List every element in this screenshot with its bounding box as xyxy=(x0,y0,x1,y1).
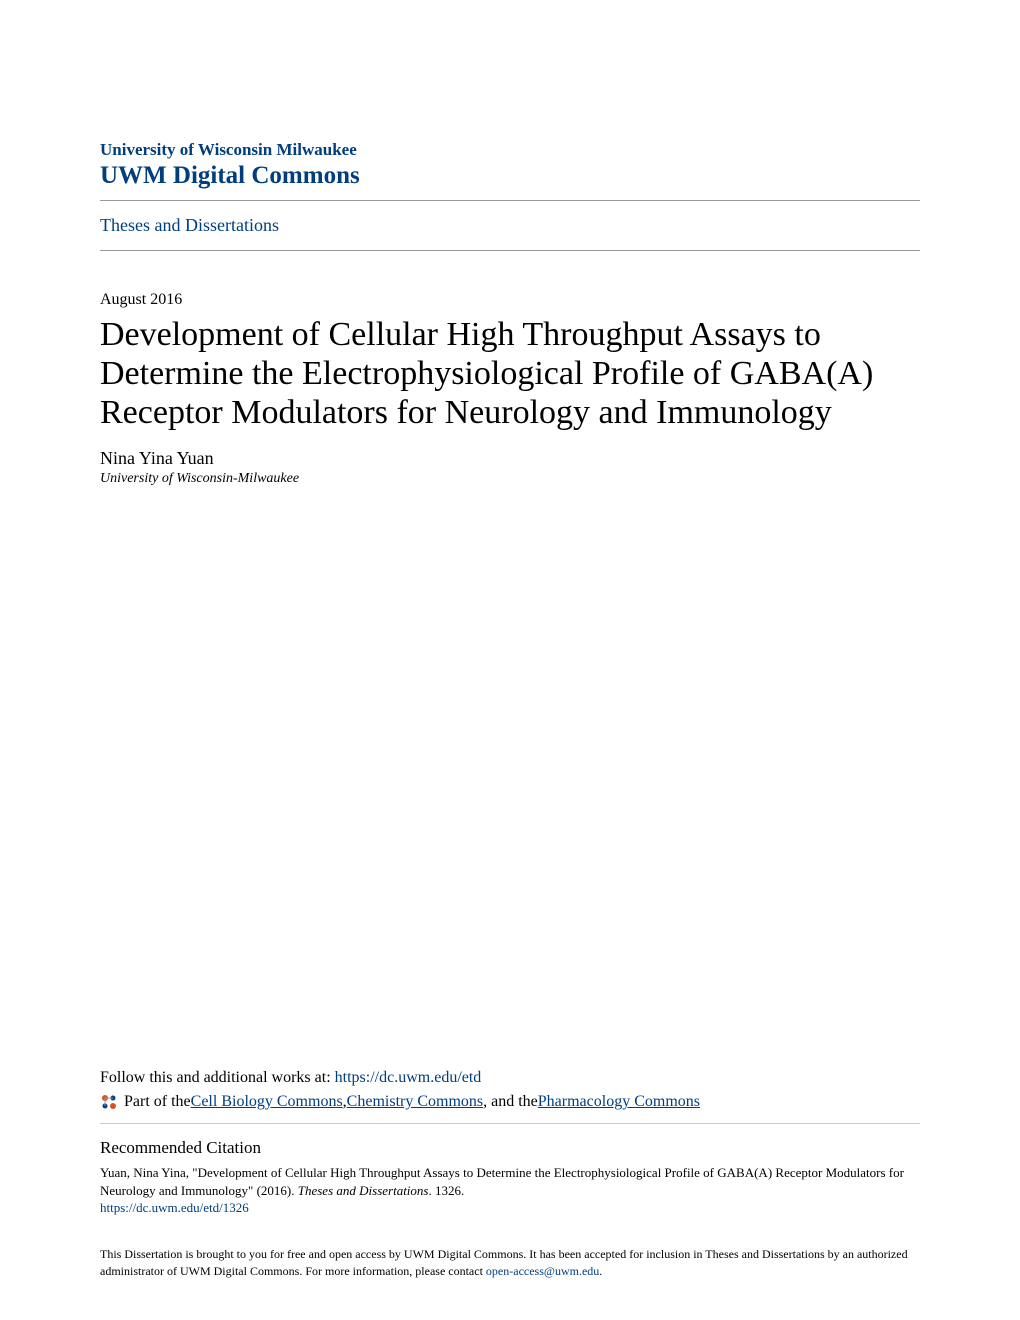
follow-url-link[interactable]: https://dc.uwm.edu/etd xyxy=(335,1069,482,1086)
repository-name[interactable]: UWM Digital Commons xyxy=(100,162,920,190)
follow-prefix: Follow this and additional works at: xyxy=(100,1069,335,1086)
commons-link-chemistry[interactable]: Chemistry Commons xyxy=(347,1093,483,1111)
university-name[interactable]: University of Wisconsin Milwaukee xyxy=(100,140,920,160)
contact-email-link[interactable]: open-access@uwm.edu xyxy=(486,1264,599,1278)
follow-line: Follow this and additional works at: htt… xyxy=(100,1069,920,1087)
repository-header: University of Wisconsin Milwaukee UWM Di… xyxy=(100,140,920,190)
commons-link-pharmacology[interactable]: Pharmacology Commons xyxy=(538,1093,700,1111)
series-link[interactable]: Theses and Dissertations xyxy=(100,215,920,236)
publication-date: August 2016 xyxy=(100,291,920,309)
citation-heading: Recommended Citation xyxy=(100,1138,920,1158)
separator: , and the xyxy=(483,1093,538,1111)
citation-url-link[interactable]: https://dc.uwm.edu/etd/1326 xyxy=(100,1200,920,1216)
divider xyxy=(100,1123,920,1124)
divider xyxy=(100,250,920,251)
citation-part2: . 1326. xyxy=(428,1183,464,1198)
commons-link-cell-biology[interactable]: Cell Biology Commons xyxy=(191,1093,343,1111)
divider xyxy=(100,200,920,201)
commons-network-icon xyxy=(100,1093,118,1111)
part-of-line: Part of the Cell Biology Commons, Chemis… xyxy=(100,1093,920,1111)
citation-series: Theses and Dissertations xyxy=(298,1183,429,1198)
disclaimer-part2: . xyxy=(599,1264,602,1278)
partof-prefix: Part of the xyxy=(124,1093,191,1111)
bottom-metadata-section: Follow this and additional works at: htt… xyxy=(100,1069,920,1280)
author-affiliation: University of Wisconsin-Milwaukee xyxy=(100,471,920,487)
disclaimer-text: This Dissertation is brought to you for … xyxy=(100,1246,920,1280)
citation-part1: Yuan, Nina Yina, "Development of Cellula… xyxy=(100,1165,904,1198)
document-title: Development of Cellular High Throughput … xyxy=(100,315,920,432)
author-name: Nina Yina Yuan xyxy=(100,448,920,469)
citation-text: Yuan, Nina Yina, "Development of Cellula… xyxy=(100,1164,920,1200)
